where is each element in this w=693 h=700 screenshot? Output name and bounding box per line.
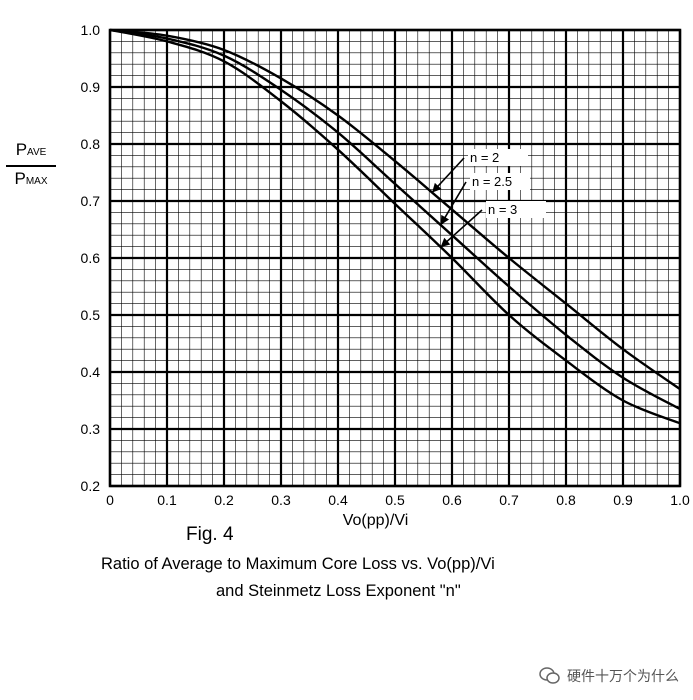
y-tick-label: 0.7 (81, 193, 101, 209)
x-tick-label: 0.2 (214, 492, 234, 508)
x-tick-label: 0.7 (499, 492, 519, 508)
x-tick-label: 0.8 (556, 492, 576, 508)
series-label-bg (470, 173, 530, 190)
y-tick-label: 0.6 (81, 250, 101, 266)
y-tick-label: 0.3 (81, 421, 101, 437)
series-label: n = 2.5 (472, 174, 512, 189)
y-tick-label: 0.4 (81, 364, 101, 380)
caption-line-2: and Steinmetz Loss Exponent "n" (216, 582, 461, 600)
series-label: n = 2 (470, 150, 499, 165)
x-tick-label: 0 (106, 492, 114, 508)
x-tick-label: 0.9 (613, 492, 633, 508)
y-tick-label: 0.5 (81, 307, 101, 323)
wechat-icon (539, 667, 560, 684)
series-line (109, 28, 681, 391)
y-tick-label: 0.8 (81, 136, 101, 152)
figure-label: Fig. 4 (186, 524, 234, 545)
x-tick-label: 0.5 (385, 492, 405, 508)
x-tick-label: 0.1 (157, 492, 177, 508)
x-tick-label: 0.6 (442, 492, 462, 508)
x-axis-label: Vo(pp)/Vi (342, 512, 409, 529)
watermark: 硬件十万个为什么 (539, 666, 679, 686)
watermark-text: 硬件十万个为什么 (567, 668, 679, 684)
series-pointer-arrowhead (432, 182, 442, 193)
series-label: n = 3 (488, 202, 517, 217)
y-tick-label: 0.9 (81, 79, 101, 95)
series-label-bg (468, 149, 528, 166)
y-tick-label: 0.2 (81, 478, 101, 494)
plot-frame (108, 28, 682, 488)
caption-line-1: Ratio of Average to Maximum Core Loss vs… (101, 555, 495, 573)
series-pointer-arrowhead (440, 237, 451, 248)
x-tick-label: 1.0 (670, 492, 690, 508)
x-tick-label: 0.3 (271, 492, 291, 508)
y-tick-label: 1.0 (81, 22, 101, 38)
series-pointer (440, 209, 483, 248)
x-tick-label: 0.4 (328, 492, 348, 508)
series-line (109, 28, 681, 411)
series-line (109, 28, 681, 425)
series-pointer-arrowhead (440, 214, 450, 225)
y-axis-label: PAVE PMAX (6, 140, 56, 192)
series-label-bg (486, 201, 546, 218)
